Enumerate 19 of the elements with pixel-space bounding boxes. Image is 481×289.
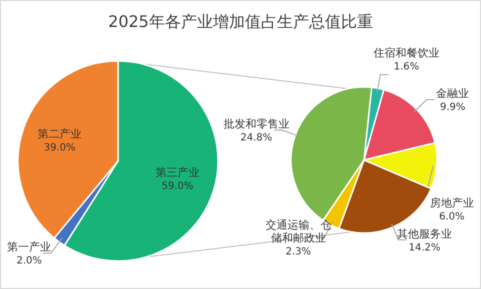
slice-label: 批发和零售业 xyxy=(223,118,290,131)
slice-label: 其他服务业 xyxy=(397,227,452,240)
data-label: 14.2% xyxy=(408,242,440,254)
data-label: 39.0% xyxy=(44,142,76,154)
data-label: 24.8% xyxy=(240,132,272,144)
slice-label: 房地产业 xyxy=(430,196,474,210)
slice-label: 第三产业 xyxy=(156,166,200,179)
data-label: 9.9% xyxy=(440,102,466,114)
slice-label: 交通运输、仓储和邮政业 xyxy=(265,218,332,244)
slice-label: 住宿和餐饮业 xyxy=(373,46,440,60)
data-label: 2.3% xyxy=(286,246,312,258)
slice-label: 第二产业 xyxy=(38,128,82,140)
data-label: 6.0% xyxy=(439,212,465,223)
data-label: 2.0% xyxy=(16,256,42,267)
slice-label: 金融业 xyxy=(436,87,470,100)
chart-title: 2025年各产业增加值占生产总值比重 xyxy=(108,12,373,31)
data-label: 59.0% xyxy=(162,180,194,192)
data-label: 1.6% xyxy=(394,62,420,73)
slice-label: 第一产业 xyxy=(7,240,52,254)
